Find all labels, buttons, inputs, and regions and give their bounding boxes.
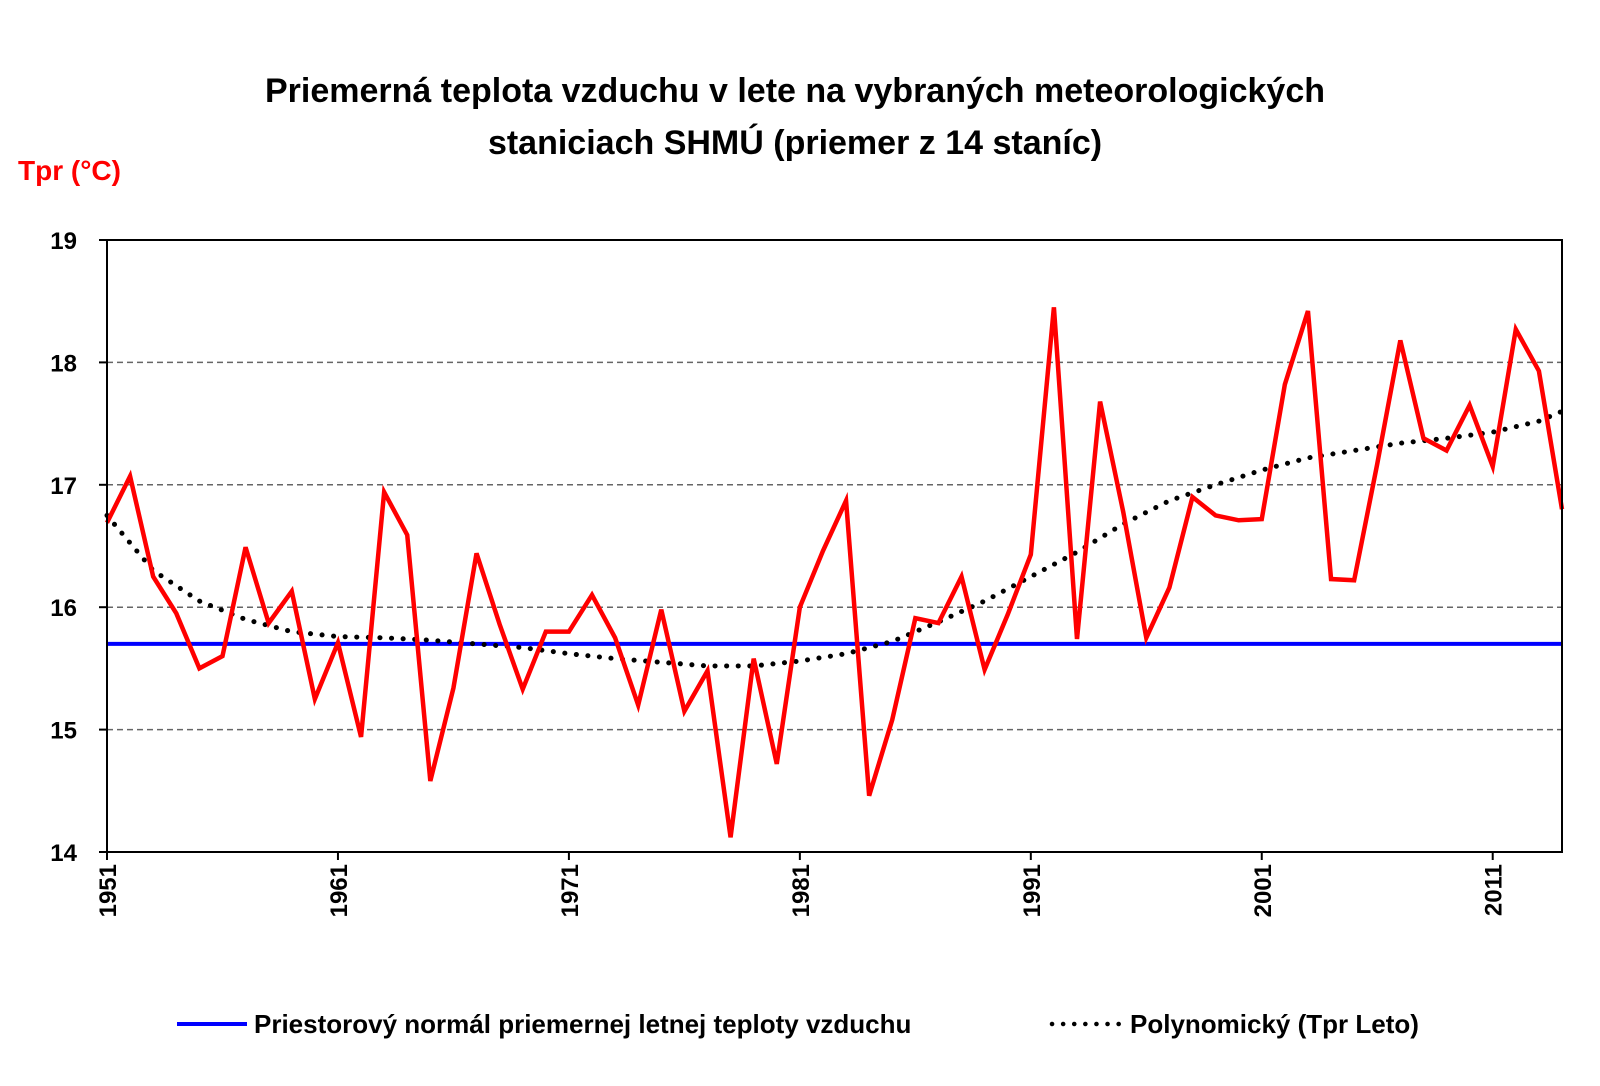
- x-tick-label: 1991: [1019, 864, 1046, 917]
- y-tick-label: 16: [50, 595, 77, 622]
- x-tick-label: 1951: [95, 864, 122, 917]
- y-tick-label: 14: [50, 840, 77, 867]
- series-lines: [104, 307, 1565, 838]
- y-tick-label: 19: [50, 228, 77, 255]
- plot-area-border: [106, 239, 1563, 853]
- y-tick-label: 18: [50, 350, 77, 377]
- x-tick-label: 2001: [1250, 864, 1277, 917]
- tick-labels: 14 15 16 17 18 19 1951 1961 1971 1981 1991 2001 2011: [50, 228, 1507, 917]
- legend-trend-label: Polynomický (Tpr Leto): [1130, 1009, 1419, 1039]
- gridlines: [99, 239, 1562, 860]
- legend: Priestorový normál priemernej letnej tep…: [177, 1009, 1419, 1039]
- x-tick-label: 1981: [788, 864, 815, 917]
- y-tick-label: 15: [50, 718, 77, 745]
- chart-title-line-2: staniciach SHMÚ (priemer z 14 staníc): [488, 124, 1102, 162]
- x-tick-label: 1971: [557, 864, 584, 917]
- legend-normal-label: Priestorový normál priemernej letnej tep…: [254, 1009, 911, 1039]
- x-tick-label: 2011: [1481, 864, 1508, 916]
- y-tick-label: 17: [50, 473, 77, 500]
- temperature-line: [104, 307, 1565, 838]
- y-axis-label: Tpr (°C): [18, 155, 121, 186]
- chart-title-line-1: Priemerná teplota vzduchu v lete na vybr…: [265, 72, 1325, 110]
- trend-line: [104, 408, 1565, 669]
- x-tick-label: 1961: [326, 864, 353, 917]
